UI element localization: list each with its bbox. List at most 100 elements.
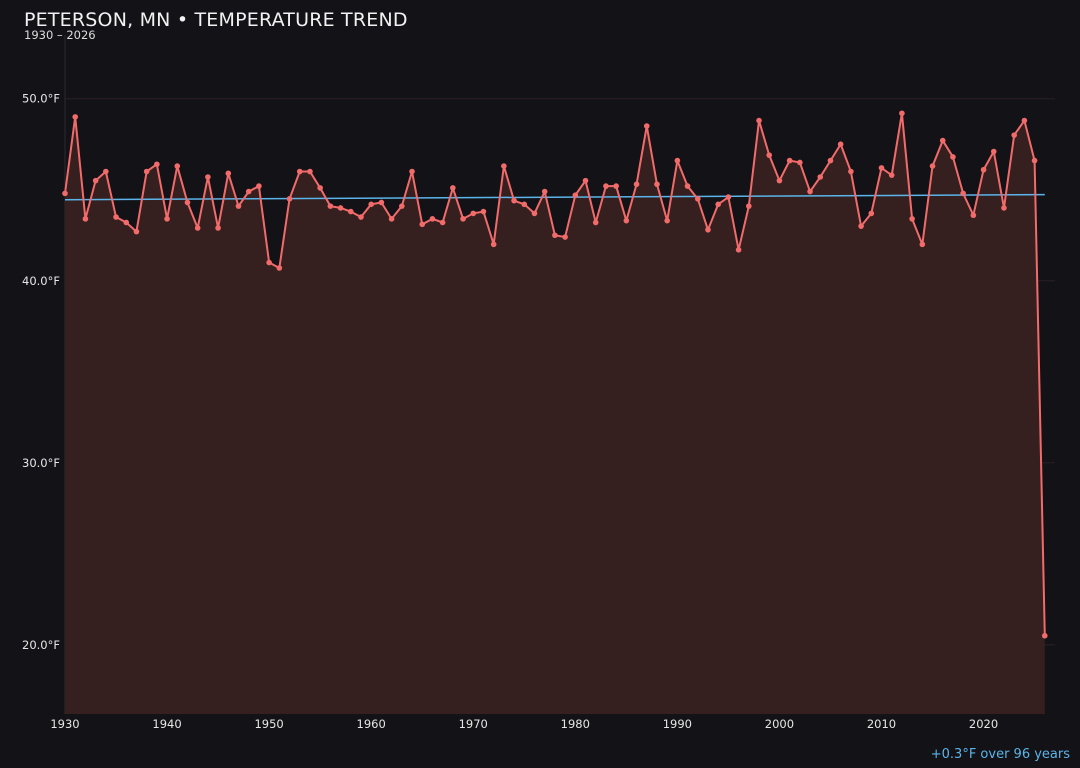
data-point [143, 168, 150, 175]
data-point [674, 157, 681, 164]
chart-subtitle: 1930 – 2026 [24, 28, 96, 42]
data-point [531, 210, 538, 217]
data-point [960, 190, 966, 197]
data-point [562, 234, 568, 240]
data-point [174, 163, 181, 169]
data-point [286, 196, 293, 202]
y-tick-label: 30.0°F [22, 456, 60, 470]
data-point [888, 172, 895, 178]
x-tick-label: 1950 [254, 717, 283, 731]
data-point [245, 188, 252, 195]
data-point [164, 216, 170, 222]
x-tick-label: 2020 [969, 717, 998, 731]
data-point [307, 168, 313, 175]
data-point [990, 148, 997, 155]
data-point [623, 217, 630, 224]
data-point [909, 216, 915, 222]
data-point [1011, 132, 1017, 138]
x-tick-label: 1940 [152, 717, 181, 731]
data-point [511, 197, 517, 204]
data-point [950, 154, 956, 160]
data-point [235, 203, 242, 209]
data-point [358, 214, 364, 220]
data-point [460, 216, 466, 222]
trend-annotation: +0.3°F over 96 years [930, 747, 1070, 762]
data-point [919, 241, 926, 248]
data-point [276, 265, 283, 271]
data-point [123, 219, 130, 226]
chart-title: PETERSON, MN • TEMPERATURE TREND [24, 9, 408, 31]
data-point [592, 219, 599, 226]
data-point [296, 168, 303, 175]
data-point [837, 141, 844, 148]
data-point [501, 163, 507, 169]
data-point [582, 177, 589, 184]
data-point [858, 223, 864, 229]
data-point [756, 117, 762, 124]
data-point [256, 183, 262, 189]
x-tick-label: 1930 [50, 717, 79, 731]
data-point [388, 216, 395, 222]
trend-line [64, 193, 1045, 201]
data-point [684, 183, 691, 189]
x-tick-label: 1970 [459, 717, 488, 731]
data-point [439, 219, 446, 226]
data-point [225, 170, 232, 177]
data-point [970, 212, 977, 219]
y-tick-label: 50.0°F [22, 92, 60, 106]
data-point [327, 203, 334, 209]
data-point [490, 241, 497, 248]
data-point [378, 199, 385, 206]
x-tick-label: 1990 [663, 717, 692, 731]
data-point [848, 168, 854, 175]
data-point [1041, 632, 1048, 639]
data-point [1031, 157, 1038, 164]
data-point [939, 137, 946, 144]
data-point [1001, 205, 1007, 211]
x-tick-label: 1960 [357, 717, 386, 731]
data-point [980, 166, 987, 173]
data-point [725, 194, 732, 200]
data-point [797, 159, 803, 166]
data-point [72, 114, 79, 120]
data-point [92, 177, 99, 184]
data-point [541, 188, 548, 195]
data-point [776, 177, 783, 184]
data-point [613, 183, 619, 189]
data-point [868, 210, 875, 217]
data-point [643, 123, 650, 129]
data-point [705, 226, 711, 233]
data-point [337, 205, 344, 211]
data-point [266, 259, 272, 266]
data-point [184, 199, 191, 206]
y-tick-label: 40.0°F [22, 274, 60, 288]
data-point [654, 181, 660, 188]
data-point [103, 168, 109, 175]
data-point [194, 225, 201, 231]
data-point [694, 196, 701, 202]
data-point [429, 216, 436, 222]
data-point [368, 201, 374, 208]
data-point [899, 110, 905, 117]
data-point [133, 228, 140, 235]
data-point [409, 168, 415, 175]
data-point [521, 201, 528, 208]
data-point [807, 188, 813, 195]
data-point [664, 217, 670, 224]
data-point [205, 174, 211, 180]
data-point [62, 190, 68, 197]
data-point [347, 208, 354, 215]
y-tick-label: 20.0°F [22, 638, 60, 652]
data-point [1021, 117, 1028, 124]
data-point [450, 185, 456, 191]
data-point [552, 232, 558, 239]
data-point [929, 163, 936, 169]
data-point [154, 161, 160, 168]
data-point [746, 203, 752, 209]
data-point [113, 214, 119, 220]
temperature-area-fill [65, 113, 1045, 715]
data-point [82, 216, 89, 222]
data-point [215, 225, 221, 231]
x-tick-label: 2000 [765, 717, 794, 731]
